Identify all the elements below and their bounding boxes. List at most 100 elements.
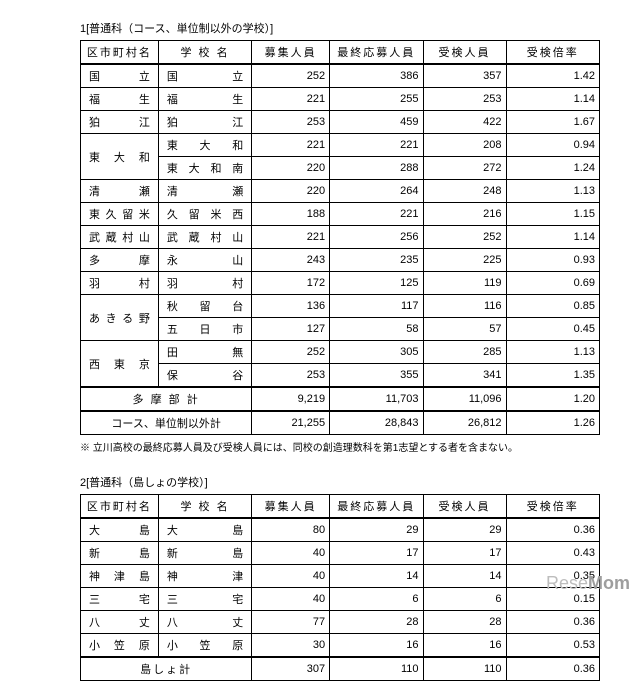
cell-muni: 東大和 [81, 134, 159, 180]
section1-title: 1[普通科（コース、単位制以外の学校）] [80, 20, 600, 36]
cell-ratio: 1.13 [506, 180, 599, 203]
cell-rec: 40 [252, 588, 330, 611]
table-row: 武蔵村山武蔵村山2212562521.14 [81, 226, 600, 249]
cell-ratio: 0.85 [506, 295, 599, 318]
cell-exam: 422 [423, 111, 506, 134]
cell-app: 235 [330, 249, 423, 272]
subtotal-exam: 110 [423, 657, 506, 681]
table-1-header-row: 区市町村名 学 校 名 募集人員 最終応募人員 受検人員 受検倍率 [81, 41, 600, 65]
cell-exam: 29 [423, 518, 506, 542]
cell-exam: 57 [423, 318, 506, 341]
total-ratio: 1.26 [506, 411, 599, 435]
cell-muni: 新島 [81, 542, 159, 565]
cell-app: 125 [330, 272, 423, 295]
cell-muni: 東久留米 [81, 203, 159, 226]
cell-school: 狛江 [158, 111, 251, 134]
cell-muni: 八丈 [81, 611, 159, 634]
cell-school: 秋留台 [158, 295, 251, 318]
cell-rec: 188 [252, 203, 330, 226]
cell-exam: 216 [423, 203, 506, 226]
cell-app: 256 [330, 226, 423, 249]
cell-rec: 253 [252, 111, 330, 134]
cell-rec: 220 [252, 180, 330, 203]
cell-app: 264 [330, 180, 423, 203]
cell-exam: 248 [423, 180, 506, 203]
cell-school: 清瀬 [158, 180, 251, 203]
cell-muni: 小笠原 [81, 634, 159, 658]
col-ratio: 受検倍率 [506, 495, 599, 519]
table-row: 八丈八丈7728280.36 [81, 611, 600, 634]
subtotal-ratio: 0.36 [506, 657, 599, 681]
section2-title: 2[普通科（島しょの学校）] [80, 474, 600, 490]
table-1-total-row: コース、単位制以外計 21,255 28,843 26,812 1.26 [81, 411, 600, 435]
watermark: ReseMom [546, 573, 630, 594]
cell-exam: 252 [423, 226, 506, 249]
cell-ratio: 1.14 [506, 88, 599, 111]
cell-app: 386 [330, 64, 423, 88]
cell-exam: 116 [423, 295, 506, 318]
cell-muni: 神津島 [81, 565, 159, 588]
table-row: 国立国立2523863571.42 [81, 64, 600, 88]
cell-muni: 三宅 [81, 588, 159, 611]
col-school: 学 校 名 [158, 495, 251, 519]
cell-exam: 16 [423, 634, 506, 658]
cell-ratio: 0.36 [506, 518, 599, 542]
cell-ratio: 1.13 [506, 341, 599, 364]
subtotal-label: 島しょ計 [81, 657, 252, 681]
cell-rec: 252 [252, 64, 330, 88]
cell-school: 八丈 [158, 611, 251, 634]
cell-rec: 40 [252, 542, 330, 565]
col-muni: 区市町村名 [81, 41, 159, 65]
cell-rec: 80 [252, 518, 330, 542]
total-app: 28,843 [330, 411, 423, 435]
cell-exam: 253 [423, 88, 506, 111]
cell-muni: 羽村 [81, 272, 159, 295]
table-row: 保谷2533553411.35 [81, 364, 600, 388]
subtotal-label: 多 摩 部 計 [81, 387, 252, 411]
table-row: 狛江狛江2534594221.67 [81, 111, 600, 134]
cell-app: 221 [330, 134, 423, 157]
cell-muni: 大島 [81, 518, 159, 542]
col-applicants: 最終応募人員 [330, 41, 423, 65]
table-1-note: ※ 立川高校の最終応募人員及び受検人員には、同校の創造理数科を第1志望とする者を… [80, 439, 600, 454]
table-row: 新島新島4017170.43 [81, 542, 600, 565]
cell-muni: 武蔵村山 [81, 226, 159, 249]
cell-app: 459 [330, 111, 423, 134]
cell-app: 221 [330, 203, 423, 226]
cell-rec: 243 [252, 249, 330, 272]
table-row: 西東京田無2523052851.13 [81, 341, 600, 364]
cell-app: 16 [330, 634, 423, 658]
col-examinees: 受検人員 [423, 495, 506, 519]
cell-exam: 208 [423, 134, 506, 157]
cell-school: 東大和南 [158, 157, 251, 180]
cell-exam: 17 [423, 542, 506, 565]
cell-rec: 136 [252, 295, 330, 318]
cell-exam: 225 [423, 249, 506, 272]
cell-school: 五日市 [158, 318, 251, 341]
cell-exam: 357 [423, 64, 506, 88]
col-muni: 区市町村名 [81, 495, 159, 519]
subtotal-app: 11,703 [330, 387, 423, 411]
cell-muni: 清瀬 [81, 180, 159, 203]
col-recruit: 募集人員 [252, 41, 330, 65]
cell-app: 355 [330, 364, 423, 388]
cell-ratio: 0.94 [506, 134, 599, 157]
cell-app: 288 [330, 157, 423, 180]
table-2: 区市町村名 学 校 名 募集人員 最終応募人員 受検人員 受検倍率 大島大島80… [80, 494, 600, 681]
cell-exam: 28 [423, 611, 506, 634]
cell-ratio: 1.15 [506, 203, 599, 226]
cell-rec: 252 [252, 341, 330, 364]
cell-ratio: 0.45 [506, 318, 599, 341]
cell-muni: 西東京 [81, 341, 159, 388]
table-row: 三宅三宅40660.15 [81, 588, 600, 611]
table-row: 五日市12758570.45 [81, 318, 600, 341]
cell-school: 大島 [158, 518, 251, 542]
cell-school: 小笠原 [158, 634, 251, 658]
cell-rec: 221 [252, 134, 330, 157]
cell-school: 福生 [158, 88, 251, 111]
cell-app: 29 [330, 518, 423, 542]
table-2-subtotal-row: 島しょ計 307 110 110 0.36 [81, 657, 600, 681]
cell-ratio: 1.14 [506, 226, 599, 249]
cell-school: 新島 [158, 542, 251, 565]
cell-school: 保谷 [158, 364, 251, 388]
